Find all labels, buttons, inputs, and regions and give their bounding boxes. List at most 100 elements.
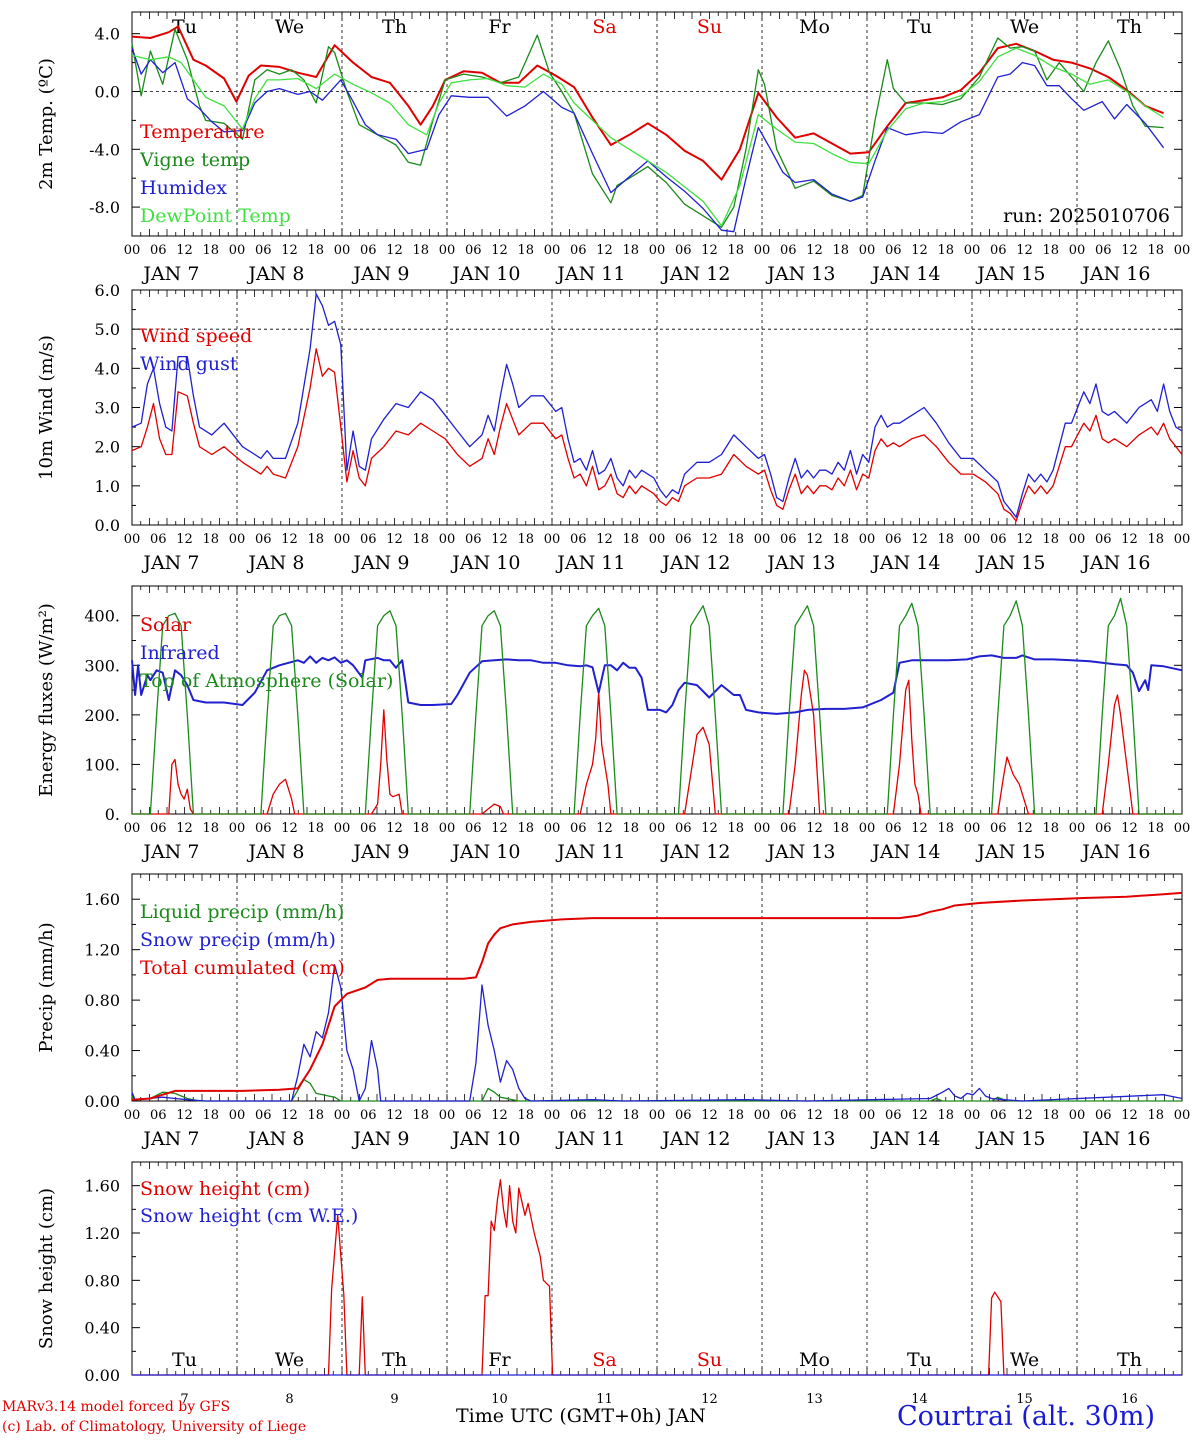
- hour-label: 12: [491, 821, 508, 836]
- date-label: JAN 10: [450, 841, 520, 863]
- hour-label: 18: [937, 821, 954, 836]
- hour-label: 06: [360, 532, 377, 547]
- hour-label: 18: [727, 1108, 744, 1123]
- hour-label: 12: [596, 243, 613, 258]
- weekday-label: Th: [382, 16, 407, 38]
- date-label: JAN 11: [555, 1128, 625, 1150]
- day-number-label: 16: [1121, 1392, 1138, 1407]
- y-tick-label: 0.: [105, 805, 120, 824]
- y-axis-label: 10m Wind (m/s): [36, 335, 57, 480]
- date-label: JAN 13: [765, 841, 835, 863]
- weekday-label: Th: [382, 1349, 407, 1371]
- weekday-label: Sa: [592, 1349, 616, 1371]
- hour-label: 12: [596, 821, 613, 836]
- hour-label: 12: [806, 532, 823, 547]
- hour-label: 00: [649, 243, 666, 258]
- hour-label: 06: [465, 1108, 482, 1123]
- hour-label: 12: [491, 243, 508, 258]
- series-line: [131, 47, 1164, 227]
- hour-label: 00: [229, 532, 246, 547]
- weekday-label: We: [1010, 1349, 1039, 1371]
- hour-label: 00: [1069, 821, 1086, 836]
- hour-label: 18: [1147, 532, 1164, 547]
- hour-label: 12: [281, 1108, 298, 1123]
- hour-label: 12: [911, 821, 928, 836]
- date-label: JAN 16: [1080, 552, 1150, 574]
- hour-label: 06: [675, 243, 692, 258]
- date-label: JAN 13: [765, 552, 835, 574]
- hour-label: 12: [386, 532, 403, 547]
- hour-label: 00: [439, 821, 456, 836]
- hour-label: 12: [806, 243, 823, 258]
- weekday-label: Mo: [799, 16, 830, 38]
- date-label: JAN 14: [870, 1128, 940, 1150]
- station-name: Courtrai (alt. 30m): [897, 1401, 1156, 1432]
- date-label: JAN 14: [870, 841, 940, 863]
- legend-entry: Snow precip (mm/h): [140, 929, 336, 951]
- date-label: JAN 8: [246, 263, 304, 285]
- hour-label: 12: [701, 1108, 718, 1123]
- hour-label: 06: [990, 1108, 1007, 1123]
- hour-label: 00: [964, 821, 981, 836]
- hour-label: 12: [386, 1108, 403, 1123]
- hour-label: 18: [1042, 243, 1059, 258]
- day-number-label: 10: [491, 1392, 508, 1407]
- hour-label: 00: [859, 1108, 876, 1123]
- hour-label: 06: [885, 243, 902, 258]
- date-label: JAN 13: [765, 1128, 835, 1150]
- y-axis-label: 2m Temp. (ºC): [36, 58, 57, 190]
- weekday-label: Tu: [907, 16, 932, 38]
- weekday-label: Th: [1117, 1349, 1142, 1371]
- hour-label: 18: [412, 821, 429, 836]
- date-label: JAN 15: [975, 263, 1045, 285]
- hour-label: 18: [832, 243, 849, 258]
- hour-label: 18: [727, 532, 744, 547]
- hour-label: 00: [334, 821, 351, 836]
- weekday-label: Fr: [488, 16, 511, 38]
- date-label: JAN 13: [765, 263, 835, 285]
- date-label: JAN 7: [141, 841, 199, 863]
- hour-label: 06: [675, 821, 692, 836]
- hour-label: 18: [727, 821, 744, 836]
- date-label: JAN 8: [246, 552, 304, 574]
- legend-entry: Total cumulated (cm): [140, 957, 345, 979]
- hour-label: 00: [1174, 1108, 1191, 1123]
- hour-label: 00: [859, 532, 876, 547]
- hour-label: 00: [544, 821, 561, 836]
- run-label: run: 2025010706: [1003, 205, 1170, 227]
- hour-label: 12: [596, 532, 613, 547]
- y-tick-label: 0.40: [84, 1319, 120, 1338]
- hour-label: 18: [307, 532, 324, 547]
- legend-entry: Infrared: [140, 642, 220, 664]
- date-label: JAN 12: [660, 263, 730, 285]
- y-tick-label: 0.80: [84, 1271, 120, 1290]
- date-label: JAN 11: [555, 841, 625, 863]
- hour-label: 06: [570, 821, 587, 836]
- y-tick-label: 0.0: [95, 516, 120, 535]
- hour-label: 06: [465, 243, 482, 258]
- hour-label: 00: [649, 821, 666, 836]
- hour-label: 00: [1174, 821, 1191, 836]
- hour-label: 00: [964, 532, 981, 547]
- panel-2: 6.0 5.0 4.0 3.0 2.0 1.0 0.0 10m Wind (m/s) 00 06 1…: [36, 281, 1190, 574]
- hour-label: 12: [1016, 243, 1033, 258]
- y-tick-label: 100.: [84, 755, 120, 774]
- hour-label: 06: [1095, 243, 1112, 258]
- hour-label: 00: [964, 243, 981, 258]
- hour-label: 06: [885, 821, 902, 836]
- hour-label: 18: [727, 243, 744, 258]
- hour-label: 12: [806, 821, 823, 836]
- series-line: [132, 597, 1182, 815]
- hour-label: 00: [1174, 243, 1191, 258]
- hour-label: 18: [412, 243, 429, 258]
- hour-label: 00: [649, 1108, 666, 1123]
- hour-label: 12: [386, 821, 403, 836]
- y-tick-label: 1.60: [84, 1177, 120, 1196]
- hour-label: 12: [1121, 243, 1138, 258]
- weekday-label: Tu: [172, 1349, 197, 1371]
- hour-label: 00: [1069, 243, 1086, 258]
- hour-label: 06: [360, 1108, 377, 1123]
- y-axis-label: Energy fluxes (W/m²): [36, 603, 57, 797]
- hour-label: 18: [622, 243, 639, 258]
